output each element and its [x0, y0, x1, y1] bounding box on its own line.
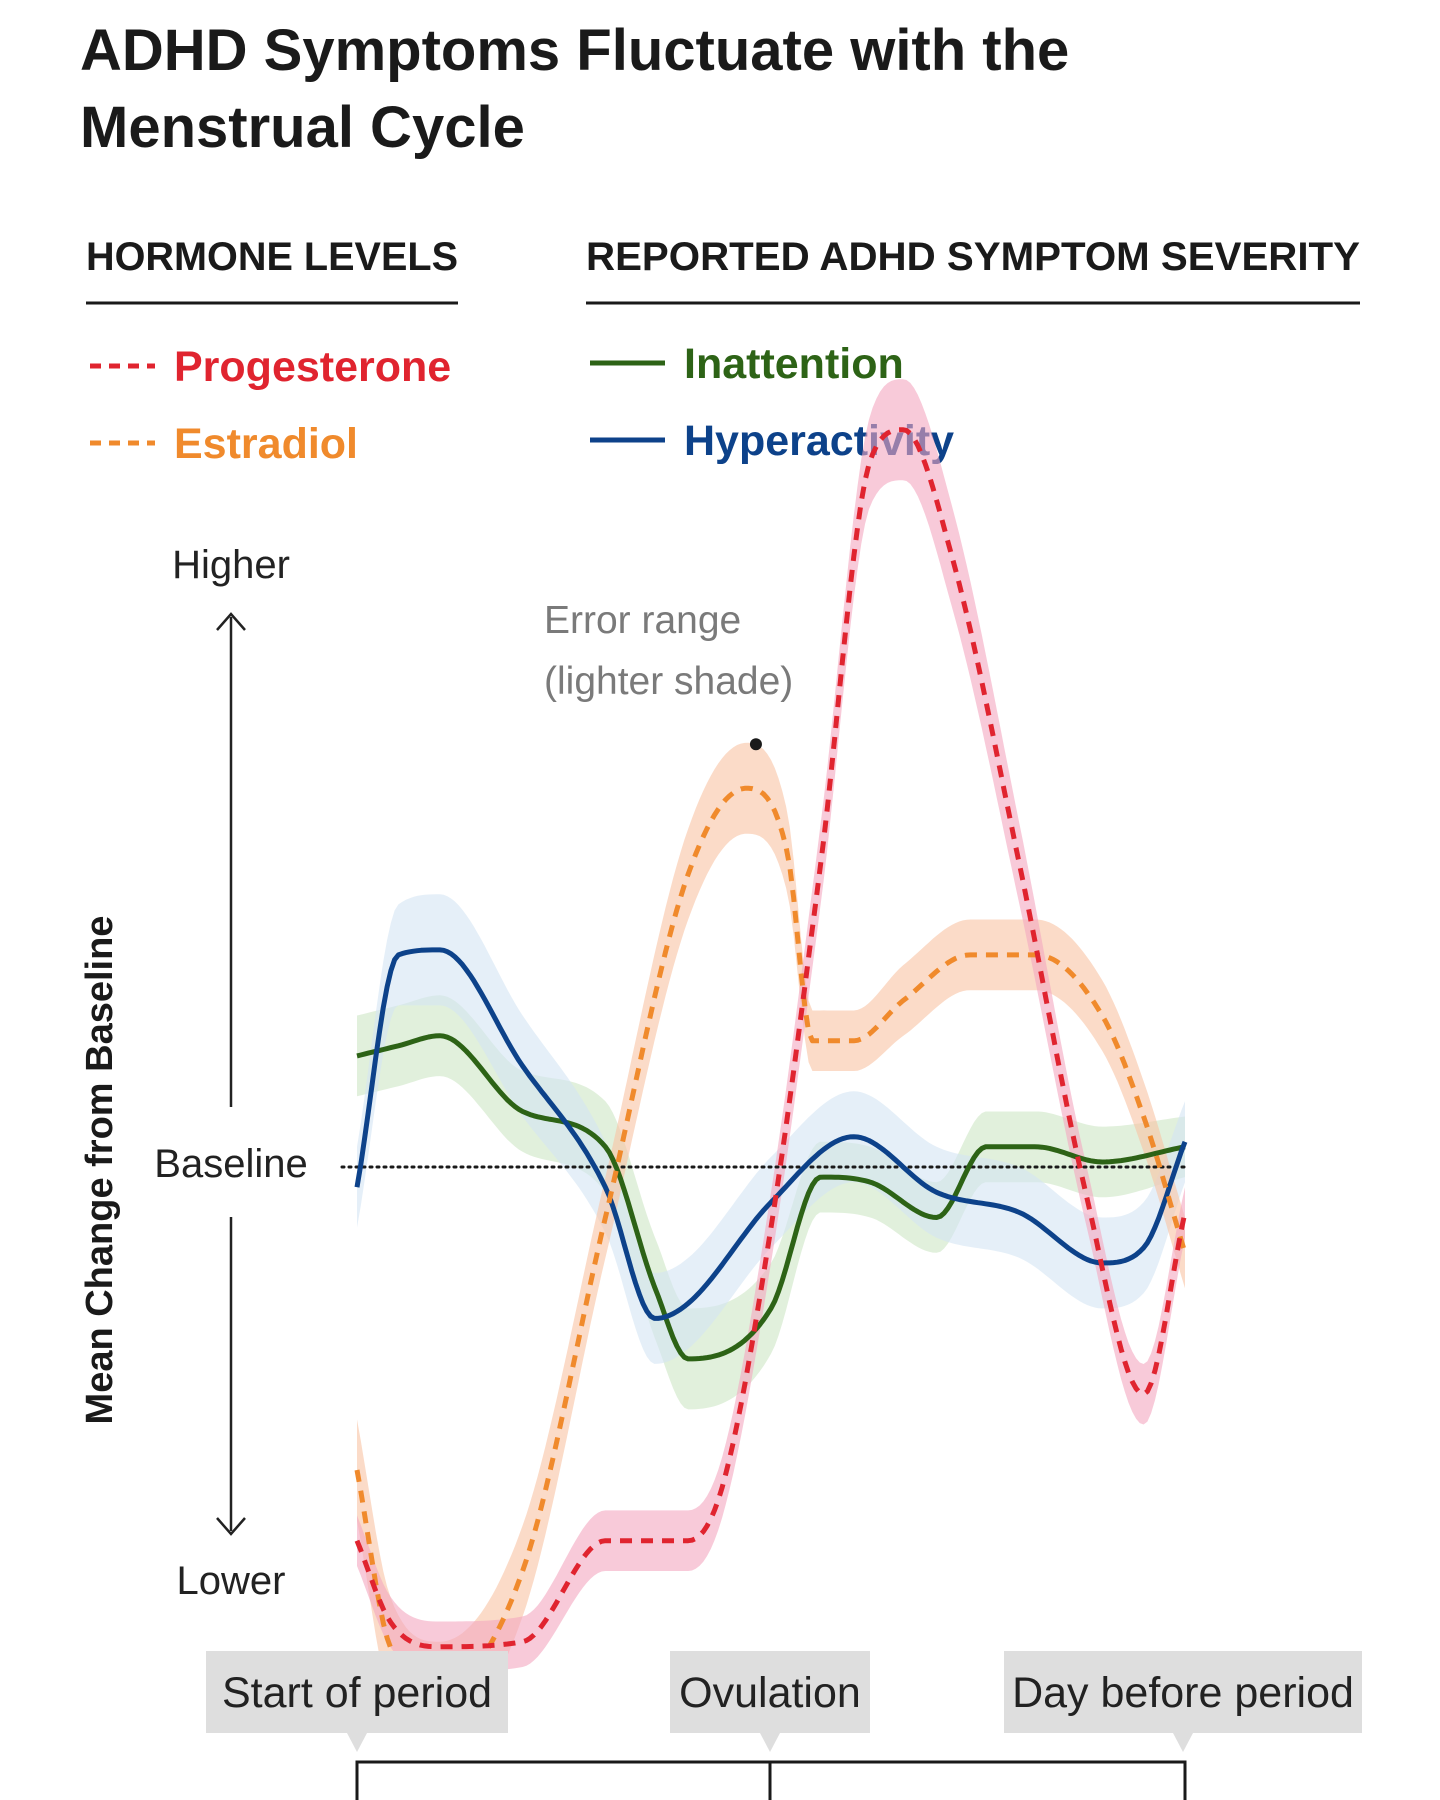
legend-label-inattention: Inattention — [684, 340, 904, 388]
annotation-line-1: Error range — [544, 599, 741, 642]
phase-label-start-of-period: Start of period — [222, 1669, 492, 1717]
legend-heading-symptoms: REPORTED ADHD SYMPTOM SEVERITY — [586, 235, 1360, 279]
error-band-progesterone — [357, 379, 1185, 1673]
annotation-leader-dot — [749, 738, 762, 751]
phase-notch-ovulation — [760, 1733, 780, 1752]
y-axis-baseline-label: Baseline — [154, 1142, 307, 1186]
annotation-line-2: (lighter shade) — [544, 660, 793, 703]
phase-label-day-before-period: Day before period — [1012, 1669, 1354, 1717]
error-band-hyperactivity — [357, 894, 1185, 1364]
phase-notch-end — [1173, 1733, 1193, 1752]
legend-label-estradiol: Estradiol — [174, 420, 358, 468]
y-axis-higher-label: Higher — [172, 543, 290, 587]
series-line-inattention — [356, 1033, 1186, 1362]
error-bands-layer — [357, 379, 1185, 1733]
y-axis-arrow-down-head — [216, 1517, 246, 1536]
legend-heading-hormones: HORMONE LEVELS — [86, 235, 458, 279]
phase-notch-start — [347, 1733, 367, 1752]
phase-box-day-before-period — [1004, 1651, 1362, 1733]
y-axis-title: Mean Change from Baseline — [79, 916, 121, 1425]
y-axis-lower-label: Lower — [177, 1559, 286, 1603]
series-line-hyperactivity — [354, 947, 1188, 1321]
phase-box-ovulation — [670, 1651, 870, 1733]
series-lines-layer — [354, 427, 1188, 1690]
phase-label-ovulation: Ovulation — [679, 1669, 861, 1717]
legend-label-progesterone: Progesterone — [174, 343, 451, 391]
series-line-progesterone — [354, 427, 1188, 1650]
chart-title-line-2: Menstrual Cycle — [80, 95, 525, 160]
y-axis-arrow-up-head — [216, 612, 246, 631]
cycle-bracket — [355, 1760, 1187, 1800]
phase-box-start-of-period — [206, 1651, 508, 1733]
chart-title-line-1: ADHD Symptoms Fluctuate with the — [80, 18, 1069, 83]
error-band-estradiol — [357, 742, 1185, 1733]
